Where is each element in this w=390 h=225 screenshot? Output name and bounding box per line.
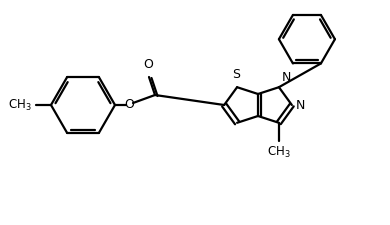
Text: O: O [143,58,153,71]
Text: S: S [232,68,240,81]
Text: O: O [124,99,134,112]
Text: CH$_3$: CH$_3$ [267,145,291,160]
Text: N: N [282,71,291,84]
Text: N: N [296,99,305,112]
Text: CH$_3$: CH$_3$ [8,97,32,112]
